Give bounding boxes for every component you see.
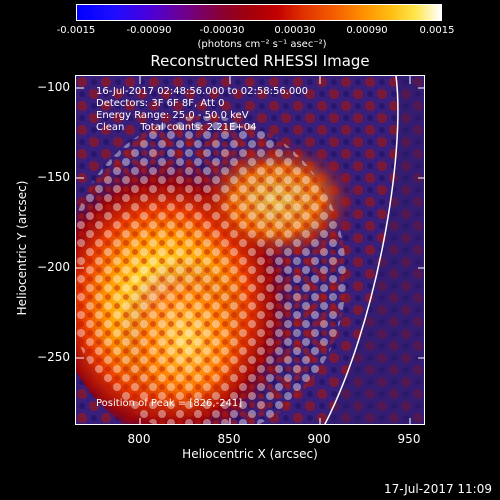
- colorbar: [76, 4, 442, 21]
- colorbar-tick-label: 0.0015: [419, 25, 455, 36]
- image-plot-area: 16-Jul-2017 02:48:56.000 to 02:58:56.000…: [75, 75, 425, 425]
- rhessi-image: [76, 76, 424, 424]
- x-tick-label: 850: [217, 432, 241, 446]
- colorbar-tick-label: -0.00090: [126, 25, 172, 36]
- solar-limb-line: [324, 76, 399, 424]
- colorbar-tick-label: 0.00030: [274, 25, 316, 36]
- y-tick-label: −150: [37, 170, 70, 184]
- info-time-range: 16-Jul-2017 02:48:56.000 to 02:58:56.000: [96, 86, 308, 97]
- colorbar-tick-label: -0.0015: [56, 25, 96, 36]
- x-tick-label: 900: [307, 432, 331, 446]
- y-axis-label: Heliocentric Y (arcsec): [15, 180, 29, 316]
- image-title: Reconstructed RHESSI Image: [150, 52, 370, 70]
- y-tick-label: −250: [37, 350, 70, 364]
- observation-info: 16-Jul-2017 02:48:56.000 to 02:58:56.000…: [96, 86, 308, 134]
- info-energy-range: Energy Range: 25.0 - 50.0 keV: [96, 110, 249, 121]
- colorbar-tick-label: 0.00090: [346, 25, 388, 36]
- y-tick-label: −200: [37, 260, 70, 274]
- info-method-counts: Clean Total counts: 2.21E+04: [96, 122, 257, 133]
- colorbar-unit-label: (photons cm⁻² s⁻¹ asec⁻²): [197, 39, 327, 50]
- x-tick-label: 800: [127, 432, 151, 446]
- info-detectors: Detectors: 3F 6F 8F, Att 0: [96, 98, 225, 109]
- y-axis-ticks: [76, 87, 424, 359]
- x-tick-label: 950: [397, 432, 421, 446]
- render-timestamp: 17-Jul-2017 11:09: [383, 482, 492, 496]
- colorbar-tick-label: -0.00030: [199, 25, 245, 36]
- x-axis-ticks: [139, 76, 411, 424]
- peak-position-label: Position of Peak = [826,-241]: [96, 398, 243, 409]
- x-axis-label: Heliocentric X (arcsec): [182, 447, 318, 461]
- y-tick-label: −100: [37, 80, 70, 94]
